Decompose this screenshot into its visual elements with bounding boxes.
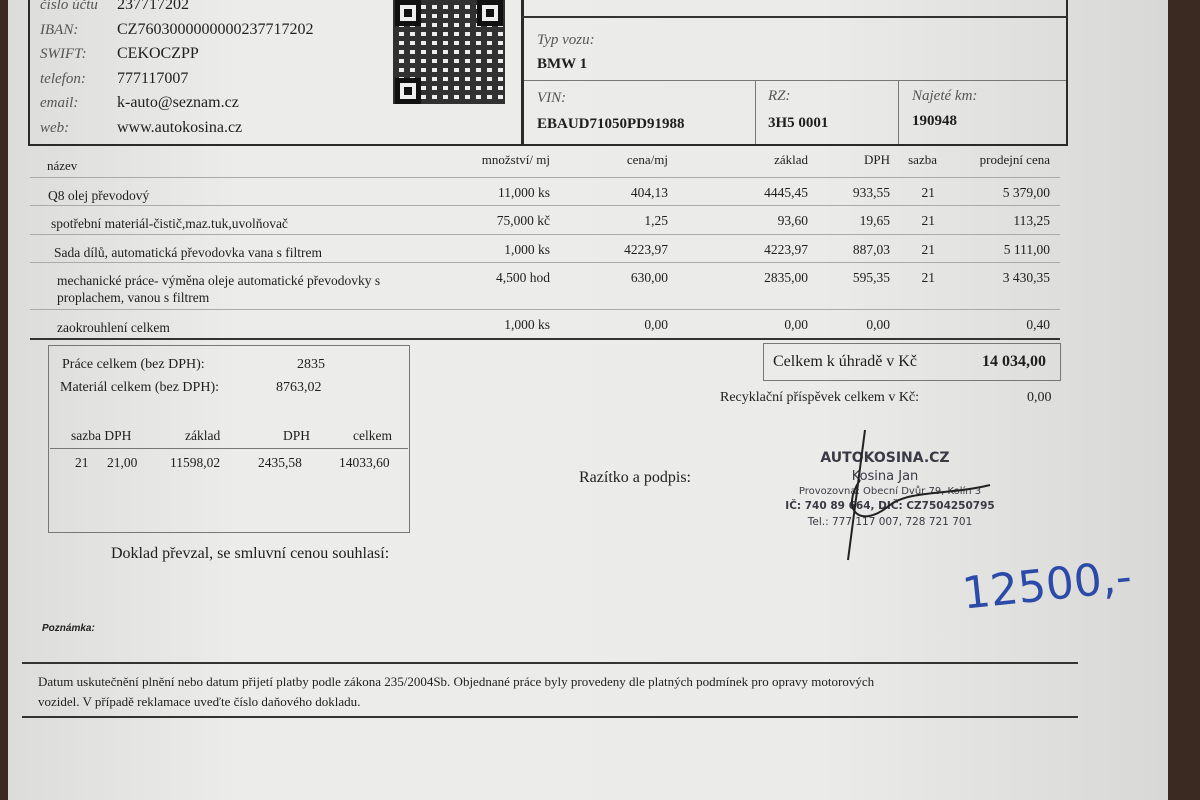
item-vat: 19,65 <box>859 213 890 228</box>
vat-base: 11598,02 <box>170 455 221 470</box>
item-qty: 4,500 hod <box>496 270 550 285</box>
vin-label: VIN: <box>537 90 567 106</box>
column-header: prodejní cena <box>979 152 1050 167</box>
note-label: Poznámka: <box>42 623 95 634</box>
bank-label: email: <box>40 95 79 111</box>
item-qty: 1,000 ks <box>504 242 550 257</box>
bank-label: web: <box>40 119 70 136</box>
footer-line-2: vozidel. V případě reklamace uveďte čísl… <box>38 694 361 709</box>
bank-label: IBAN: <box>40 21 79 38</box>
item-name: mechanické práce- výměna oleje automatic… <box>57 273 381 288</box>
total-due-label: Celkem k úhradě v Kč <box>773 353 917 370</box>
bank-value: CEKOCZPP <box>117 45 199 62</box>
bank-value: CZ7603000000000237717202 <box>117 20 314 38</box>
qr-corner <box>395 78 421 104</box>
item-qty: 75,000 kč <box>496 213 550 228</box>
vat-rate: 21 <box>75 455 89 470</box>
item-name: spotřební materiál-čistič,maz.tuk,uvolňo… <box>51 216 288 231</box>
vat-pct: 21,00 <box>107 455 138 470</box>
item-base: 2835,00 <box>764 270 808 285</box>
stamp-company: AUTOKOSINA.CZ <box>820 450 950 466</box>
vehicle-box <box>522 0 1068 146</box>
total-due-value: 14 034,00 <box>982 353 1046 370</box>
column-header: DPH <box>863 152 890 167</box>
column-header: cena/mj <box>626 152 668 167</box>
bank-value: 777117007 <box>117 69 189 87</box>
item-price: 113,25 <box>1013 213 1050 228</box>
column-header: název <box>47 158 78 173</box>
item-price: 5 379,00 <box>1002 185 1050 200</box>
item-rate: 21 <box>921 242 936 257</box>
item-rate: 21 <box>921 185 936 200</box>
item-vat: 595,35 <box>852 270 890 285</box>
invoice-paper <box>8 0 1168 800</box>
vehicle-type-label: Typ vozu: <box>537 32 595 48</box>
item-vat: 887,03 <box>852 242 890 257</box>
item-vat: 0,00 <box>866 317 890 332</box>
column-header: základ <box>774 152 808 167</box>
item-unit: 404,13 <box>630 185 668 200</box>
item-rate: 21 <box>921 270 936 285</box>
stamp-name: Kosina Jan <box>851 469 919 484</box>
vehicle-type-value: BMW 1 <box>537 56 588 72</box>
vat-amount: 2435,58 <box>258 455 302 470</box>
rz-label: RZ: <box>768 88 791 104</box>
column-header: sazba <box>908 152 937 167</box>
vat-total: 14033,60 <box>339 455 390 470</box>
bank-value: k-auto@seznam.cz <box>117 94 239 111</box>
item-unit: 1,25 <box>644 213 668 228</box>
bank-label: SWIFT: <box>40 46 87 62</box>
vin-value: EBAUD71050PD91988 <box>537 116 685 132</box>
material-total-value: 8763,02 <box>276 380 322 395</box>
column-header: množství/ mj <box>481 152 550 167</box>
footer-line-1: Datum uskutečnění plnění nebo datum přij… <box>38 674 875 689</box>
vat-header-total: celkem <box>353 428 392 443</box>
accepted-label: Doklad převzal, se smluvní cenou souhlas… <box>111 545 390 562</box>
vat-header-base: základ <box>185 428 221 443</box>
bank-label: telefon: <box>40 70 86 87</box>
item-base: 93,60 <box>777 213 808 228</box>
km-value: 190948 <box>912 113 957 129</box>
recycle-value: 0,00 <box>1027 390 1052 405</box>
bank-value: 237717202 <box>117 0 189 13</box>
item-vat: 933,55 <box>852 185 890 200</box>
item-name: Q8 olej převodový <box>48 188 150 203</box>
km-label: Najeté km: <box>912 88 978 104</box>
item-price: 3 430,35 <box>1002 270 1050 285</box>
item-base: 0,00 <box>784 317 808 332</box>
item-unit: 4223,97 <box>624 242 668 257</box>
item-unit: 630,00 <box>630 270 668 285</box>
material-total-label: Materiál celkem (bez DPH): <box>60 380 219 395</box>
bank-label: číslo účtu <box>40 0 98 13</box>
item-qty: 1,000 ks <box>504 317 550 332</box>
work-total-value: 2835 <box>297 357 325 372</box>
qr-corner <box>477 0 503 26</box>
item-name-cont: proplachem, vanou s filtrem <box>57 290 210 305</box>
item-price: 0,40 <box>1026 317 1050 332</box>
qr-corner <box>395 0 421 26</box>
bank-value: www.autokosina.cz <box>117 118 243 136</box>
vat-header-rate: sazba DPH <box>71 428 132 443</box>
item-base: 4223,97 <box>764 242 808 257</box>
item-price: 5 111,00 <box>1003 242 1050 257</box>
recycle-label: Recyklační příspěvek celkem v Kč: <box>720 390 920 405</box>
item-name: Sada dílů, automatická převodovka vana s… <box>54 245 323 260</box>
stamp-phone: Tel.: 777 117 007, 728 721 701 <box>807 516 973 528</box>
signature-label: Razítko a podpis: <box>579 469 691 486</box>
item-rate: 21 <box>921 213 936 228</box>
rz-value: 3H5 0001 <box>768 115 829 131</box>
signature-scribble <box>847 429 991 561</box>
total-due-box <box>763 343 1061 381</box>
item-base: 4445,45 <box>764 185 808 200</box>
item-unit: 0,00 <box>644 317 668 332</box>
summary-box <box>48 345 410 533</box>
work-total-label: Práce celkem (bez DPH): <box>62 357 205 372</box>
item-qty: 11,000 ks <box>497 185 550 200</box>
item-name: zaokrouhlení celkem <box>57 320 170 335</box>
stamp-address: Provozovna: Obecní Dvůr 79, Kolín 3 <box>798 486 982 497</box>
vat-header-vat: DPH <box>283 428 311 443</box>
